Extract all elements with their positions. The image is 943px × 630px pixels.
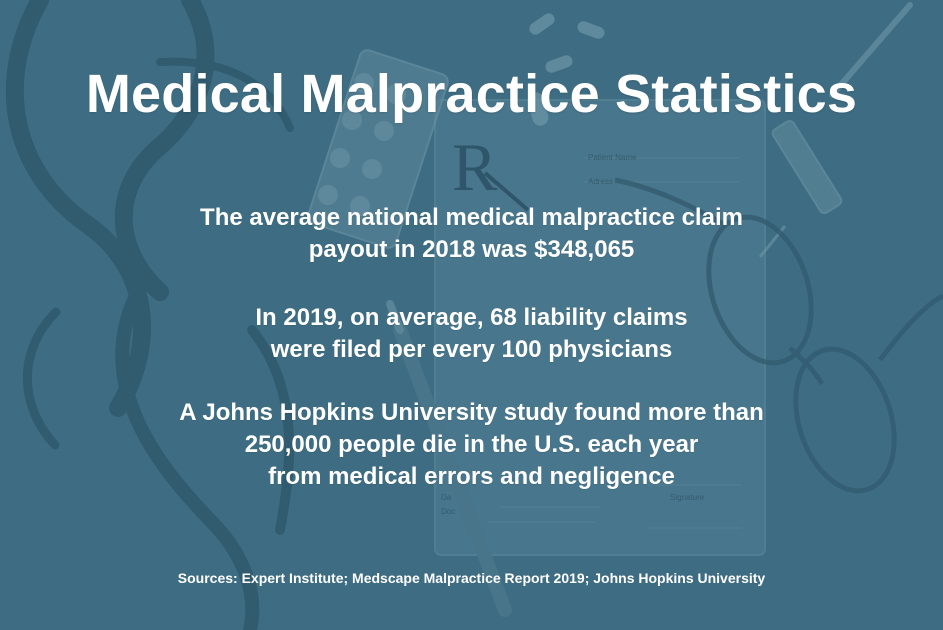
form-labels: Patient Name Adress Signature Da Doc xyxy=(441,153,705,516)
sources-text: Sources: Expert Institute; Medscape Malp… xyxy=(177,570,766,586)
statistic-liability-claims: In 2019, on average, 68 liability claims… xyxy=(0,302,943,366)
svg-text:R: R xyxy=(452,129,498,205)
eyeglasses-icon xyxy=(614,177,943,494)
prescription-symbol: R xyxy=(452,129,530,212)
form-label-signature: Signature xyxy=(670,493,705,502)
statistic-medical-errors-line-3: from medical errors and negligence xyxy=(268,463,675,490)
form-label-address: Adress xyxy=(588,177,613,186)
pill-blister-pack-icon xyxy=(307,49,449,249)
prescription-form-icon xyxy=(434,99,766,556)
pen-icon xyxy=(386,300,512,617)
statistic-liability-claims-line-1: In 2019, on average, 68 liability claims xyxy=(255,304,688,331)
statistic-medical-errors-line-2: 250,000 people die in the U.S. each year xyxy=(244,431,699,458)
stethoscope-icon xyxy=(5,0,295,630)
statistic-medical-errors: A Johns Hopkins University study found m… xyxy=(0,397,943,493)
statistic-claim-payout-line-1: The average national medical malpractice… xyxy=(200,204,743,231)
statistic-claim-payout-line-2: payout in 2018 was $348,065 xyxy=(308,236,635,263)
form-label-patient-name: Patient Name xyxy=(588,153,637,162)
form-label-doctor: Doc xyxy=(441,507,455,516)
statistic-claim-payout: The average national medical malpractice… xyxy=(0,202,943,266)
form-label-date: Da xyxy=(441,493,452,502)
pill-icon xyxy=(527,13,605,126)
statistic-liability-claims-line-2: were filed per every 100 physicians xyxy=(270,336,673,363)
poster-title: Medical Malpractice Statistics xyxy=(85,64,858,124)
statistic-medical-errors-line-1: A Johns Hopkins University study found m… xyxy=(179,399,764,426)
